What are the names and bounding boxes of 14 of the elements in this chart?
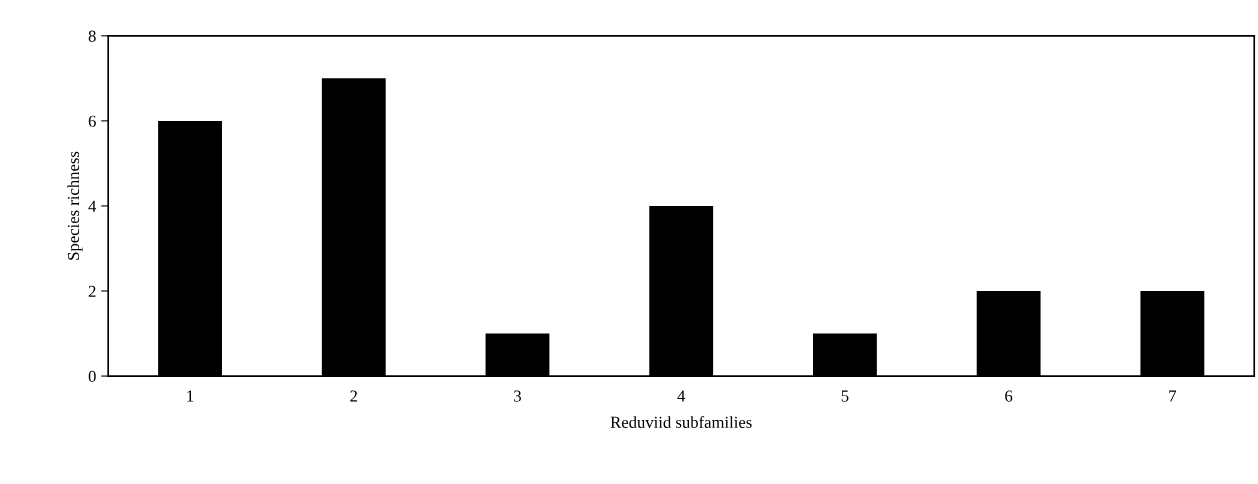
y-tick-label: 2 <box>88 285 96 297</box>
y-tick-label: 4 <box>88 200 97 212</box>
x-tick-label: 6 <box>1005 390 1013 402</box>
y-tick-label: 8 <box>88 30 96 42</box>
y-axis-title: Species richness <box>67 151 83 260</box>
y-tick-label: 6 <box>88 115 96 127</box>
x-tick-label: 1 <box>187 390 194 402</box>
x-tick-label: 4 <box>677 390 686 402</box>
x-tick-label: 2 <box>350 390 358 402</box>
y-tick-label: 0 <box>88 370 96 383</box>
x-axis-title: Reduviid subfamilies <box>610 416 752 428</box>
x-tick-label: 3 <box>514 390 521 402</box>
x-tick-label: 5 <box>841 390 849 402</box>
x-tick-label: 7 <box>1169 390 1177 402</box>
